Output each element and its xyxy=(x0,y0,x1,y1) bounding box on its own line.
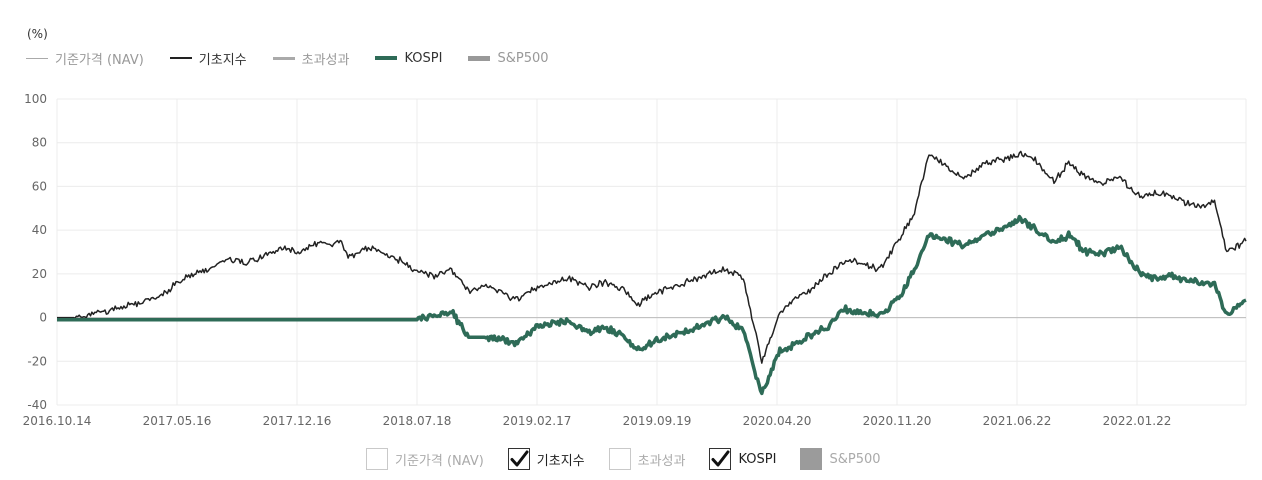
legend-item-nav: 기준가격 (NAV) xyxy=(26,49,144,68)
legend-item-excess-return: 초과성과 xyxy=(272,49,350,68)
legend-label-excess-return: 초과성과 xyxy=(301,52,350,68)
chart-series xyxy=(56,150,1247,396)
x-tick-label: 2020.04.20 xyxy=(743,414,812,428)
legend-swatch-excess-return xyxy=(272,56,295,60)
x-tick-label: 2018.07.18 xyxy=(383,414,452,428)
checkbox-base-index[interactable] xyxy=(507,448,530,470)
y-tick-label: 60 xyxy=(32,179,47,193)
toggle-label-sp500: S&P500 xyxy=(829,451,881,467)
y-axis-unit-label: (%) xyxy=(27,27,48,41)
y-tick-label: 0 xyxy=(39,311,47,325)
legend-item-base-index: 기초지수 xyxy=(169,49,247,68)
y-tick-label: -40 xyxy=(27,398,47,412)
legend-item-kospi: KOSPI xyxy=(375,51,442,66)
checkbox-sp500[interactable] xyxy=(800,448,823,470)
toggle-base-index[interactable]: 기초지수 xyxy=(507,448,585,470)
toggle-nav[interactable]: 기준가격 (NAV) xyxy=(366,448,484,470)
y-tick-label: 40 xyxy=(32,223,47,237)
series-toggle-bar: 기준가격 (NAV) 기초지수 초과성과 KOSPI S&P500 xyxy=(366,446,905,472)
toggle-label-excess-return: 초과성과 xyxy=(637,453,686,469)
toggle-excess-return[interactable]: 초과성과 xyxy=(608,448,686,470)
checkbox-nav[interactable] xyxy=(366,448,388,470)
checkbox-kospi[interactable] xyxy=(709,448,732,470)
y-tick-label: 20 xyxy=(32,267,47,281)
legend-swatch-sp500 xyxy=(468,55,491,61)
series-line-kospi xyxy=(56,214,1247,396)
legend-swatch-kospi xyxy=(375,56,398,60)
x-tick-label: 2019.09.19 xyxy=(623,414,692,428)
y-axis-tick-labels: 100 80 60 40 20 0 -20 -40 xyxy=(24,92,47,412)
toggle-label-kospi: KOSPI xyxy=(738,451,777,467)
checkbox-excess-return[interactable] xyxy=(608,448,631,470)
legend-label-sp500: S&P500 xyxy=(497,50,549,66)
x-tick-label: 2022.01.22 xyxy=(1103,414,1172,428)
toggle-sp500[interactable]: S&P500 xyxy=(800,448,881,470)
toggle-label-base-index: 기초지수 xyxy=(536,453,585,469)
legend-swatch-nav xyxy=(26,57,48,59)
y-tick-label: -20 xyxy=(27,354,47,368)
series-line-base-index xyxy=(57,150,1247,364)
x-tick-label: 2020.11.20 xyxy=(863,414,932,428)
checkmark-icon xyxy=(510,450,529,467)
grid-lines xyxy=(56,98,1247,406)
x-axis-tick-labels: 2016.10.14 2017.05.16 2017.12.16 2018.07.18… xyxy=(23,414,1172,428)
legend-item-sp500: S&P500 xyxy=(468,50,549,66)
legend-label-kospi: KOSPI xyxy=(404,50,443,66)
y-tick-label: 80 xyxy=(32,136,47,150)
x-tick-label: 2019.02.17 xyxy=(503,414,572,428)
x-tick-label: 2016.10.14 xyxy=(23,414,92,428)
y-tick-label: 100 xyxy=(24,92,47,106)
x-tick-label: 2017.12.16 xyxy=(263,414,332,428)
chart-legend: 기준가격 (NAV) 기초지수 초과성과 KOSPI S&P500 xyxy=(26,48,549,68)
toggle-kospi[interactable]: KOSPI xyxy=(709,448,776,470)
legend-label-base-index: 기초지수 xyxy=(198,52,247,68)
legend-swatch-base-index xyxy=(169,57,192,59)
checkmark-icon xyxy=(711,450,730,467)
legend-label-nav: 기준가격 (NAV) xyxy=(55,52,144,68)
x-tick-label: 2021.06.22 xyxy=(983,414,1052,428)
x-tick-label: 2017.05.16 xyxy=(143,414,212,428)
toggle-label-nav: 기준가격 (NAV) xyxy=(395,453,484,469)
